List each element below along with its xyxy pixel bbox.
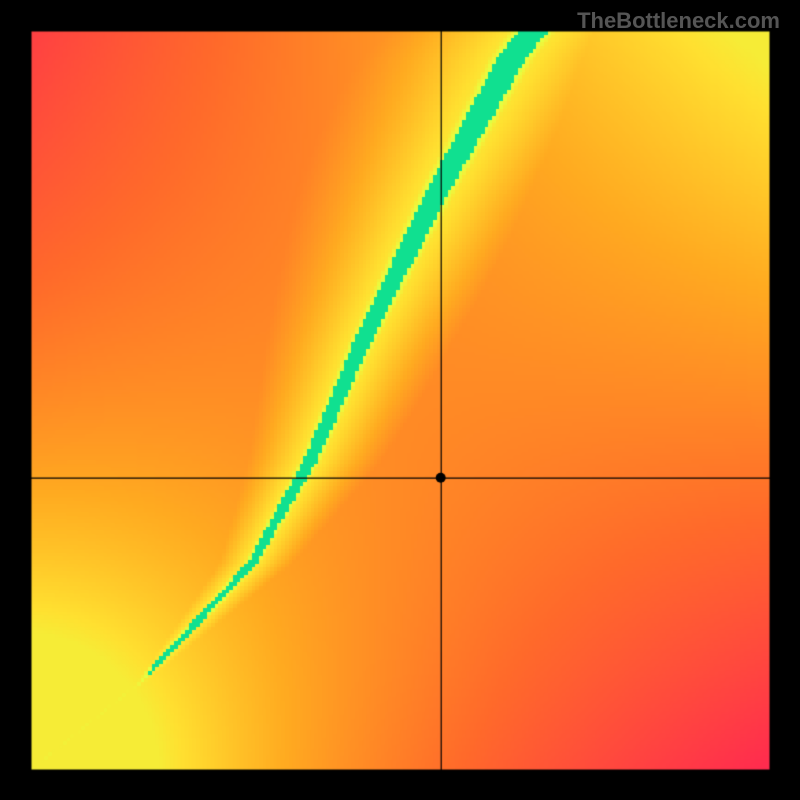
watermark-text: TheBottleneck.com — [577, 8, 780, 34]
chart-container: TheBottleneck.com — [0, 0, 800, 800]
heatmap-canvas — [0, 0, 800, 800]
